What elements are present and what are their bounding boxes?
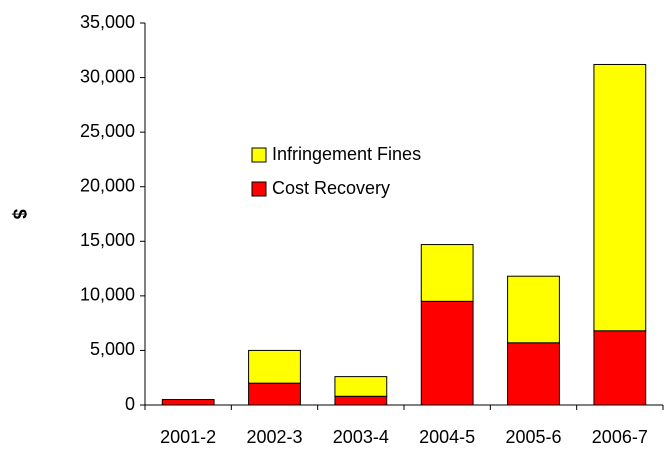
y-tick-label: 30,000 bbox=[80, 66, 135, 86]
x-tick-label: 2004-5 bbox=[419, 427, 475, 447]
y-tick-label: 35,000 bbox=[80, 12, 135, 32]
bar-segment bbox=[420, 300, 474, 406]
y-tick-label: 10,000 bbox=[80, 285, 135, 305]
legend-swatch bbox=[251, 181, 267, 197]
legend-swatch bbox=[251, 147, 267, 163]
y-axis-label: $ bbox=[9, 209, 29, 219]
y-tick-label: 20,000 bbox=[80, 175, 135, 195]
y-tick-label: 0 bbox=[125, 394, 135, 414]
x-tick-label: 2001-2 bbox=[160, 427, 216, 447]
bar-segment bbox=[593, 63, 647, 332]
x-tick-label: 2002-3 bbox=[246, 427, 302, 447]
bar-segment bbox=[248, 349, 301, 384]
bar-segment bbox=[420, 244, 474, 302]
bar-segment bbox=[248, 382, 301, 406]
bar-segment bbox=[334, 376, 388, 397]
bar-segment bbox=[593, 330, 647, 406]
bar-segment bbox=[507, 342, 560, 406]
x-tick-label: 2003-4 bbox=[333, 427, 389, 447]
y-tick-label: 5,000 bbox=[90, 339, 135, 359]
bar-segment bbox=[334, 395, 388, 406]
y-tick-label: 15,000 bbox=[80, 230, 135, 250]
x-tick-label: 2006-7 bbox=[592, 427, 648, 447]
x-tick-label: 2005-6 bbox=[505, 427, 561, 447]
bar-segment bbox=[507, 275, 560, 344]
bar-segment bbox=[161, 399, 215, 406]
legend-label: Cost Recovery bbox=[272, 178, 390, 198]
y-tick-label: 25,000 bbox=[80, 121, 135, 141]
legend-label: Infringement Fines bbox=[272, 144, 421, 164]
